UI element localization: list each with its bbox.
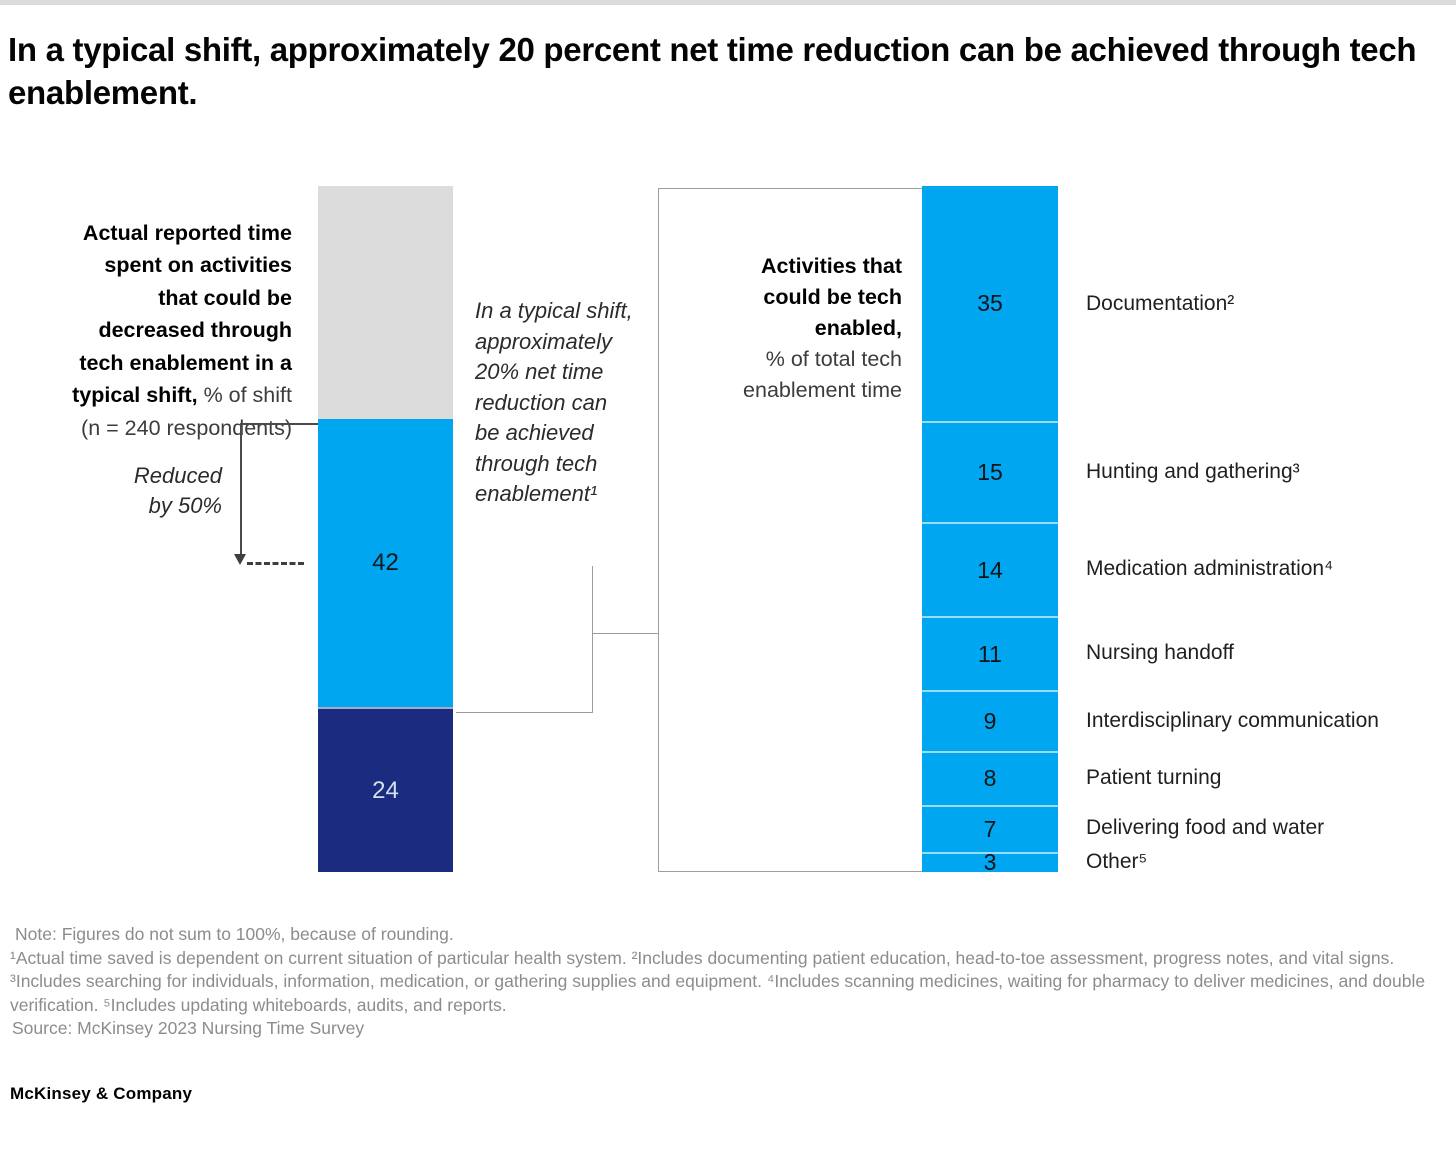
bar-segment-value: 24: [372, 776, 399, 804]
activity-value: 9: [983, 708, 997, 735]
activity-bar-segment: 9: [922, 690, 1058, 751]
activity-row: 11 Nursing handoff: [922, 616, 1456, 691]
reduced-by-note: Reduced by 50%: [133, 463, 222, 518]
activities-bar: 35 Documentation² 15 Hunting and gathering³…: [922, 186, 1456, 876]
activity-bar-segment: 3: [922, 849, 1058, 876]
mckinsey-logo-text: McKinsey & Company: [10, 1084, 193, 1103]
left-axis-label-regular: % of shift (n = 240 respondents): [81, 383, 292, 440]
activity-label: Documentation²: [1086, 291, 1235, 315]
activity-label: Delivering food and water: [1086, 816, 1325, 840]
activity-row: 8 Patient turning: [922, 750, 1456, 805]
activity-label: Medication administration⁴: [1086, 557, 1334, 581]
activity-label: Nursing handoff: [1086, 641, 1234, 665]
activity-value: 3: [983, 849, 997, 876]
activity-value: 35: [977, 290, 1003, 317]
activity-bar-segment: 7: [922, 804, 1058, 852]
activity-value: 11: [978, 640, 1002, 667]
page-title: In a typical shift, approximately 20 per…: [8, 31, 1417, 111]
notes-block: Note: Figures do not sum to 100%, becaus…: [10, 923, 1442, 1041]
net-reduction-annotation: In a typical shift, approximately 20% ne…: [475, 298, 633, 506]
activity-row: 35 Documentation²: [922, 186, 1456, 422]
activity-value: 7: [983, 815, 997, 842]
connector-line-horizontal-lower: [456, 712, 592, 713]
reduce-bracket-top-line: [240, 423, 318, 425]
connector-line-horizontal-upper: [592, 633, 658, 634]
activities-box-outline: [658, 188, 922, 872]
left-axis-label-bold: Actual reported time spent on activities…: [72, 220, 292, 408]
note-text: Note: Figures do not sum to 100%, becaus…: [15, 924, 454, 944]
activity-label: Interdisciplinary communication: [1086, 708, 1379, 732]
bar-segment: 42: [318, 419, 453, 708]
reduce-bracket-vertical-line: [240, 423, 242, 556]
reduce-arrow-icon: [234, 554, 246, 565]
right-axis-label-regular: % of total tech enablement time: [743, 347, 902, 402]
activity-value: 8: [983, 765, 997, 792]
activity-bar-segment: 11: [922, 616, 1058, 691]
actual-time-bar: 42 24: [318, 186, 453, 872]
activity-label: Other⁵: [1086, 849, 1148, 873]
bar-segment: 24: [318, 707, 453, 872]
activity-label: Patient turning: [1086, 765, 1222, 789]
right-axis-label-bold: Activities that could be tech enabled,: [761, 254, 902, 340]
activity-row: 9 Interdisciplinary communication: [922, 690, 1456, 751]
activity-row: 14 Medication administration⁴: [922, 522, 1456, 617]
footnotes-text: ¹Actual time saved is dependent on curre…: [10, 947, 1426, 1015]
activity-value: 15: [977, 459, 1003, 486]
activity-bar-segment: 14: [922, 522, 1058, 617]
connector-line-vertical: [592, 566, 593, 713]
activity-bar-segment: 35: [922, 186, 1058, 422]
reduce-dashed-line: [247, 562, 304, 565]
top-divider-rule: [0, 0, 1456, 5]
activity-value: 14: [977, 556, 1003, 583]
activity-label: Hunting and gathering³: [1086, 459, 1300, 483]
left-axis-label: Actual reported time spent on activities…: [27, 184, 292, 444]
activity-row: 3 Other⁵: [922, 849, 1456, 876]
activity-bar-segment: 8: [922, 750, 1058, 805]
activity-bar-segment: 15: [922, 421, 1058, 523]
bar-segment: [318, 186, 453, 420]
activity-row: 7 Delivering food and water: [922, 804, 1456, 852]
bar-segment-value: 42: [372, 549, 399, 577]
activity-row: 15 Hunting and gathering³: [922, 421, 1456, 523]
source-text: Source: McKinsey 2023 Nursing Time Surve…: [12, 1018, 365, 1038]
right-axis-label: Activities that could be tech enabled, %…: [678, 220, 902, 406]
